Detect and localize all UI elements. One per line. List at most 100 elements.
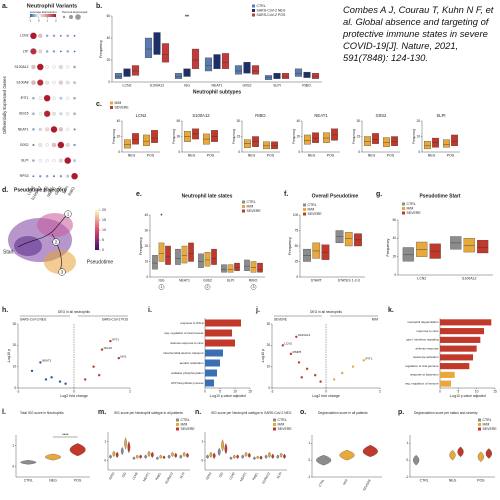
dot: [31, 64, 36, 70]
box: [198, 253, 204, 268]
point: [289, 352, 293, 356]
x-tick-label: G0S2: [243, 83, 252, 87]
x-tick-label: ISG: [42, 185, 49, 193]
cell-cloud: [44, 250, 76, 274]
point: [314, 374, 317, 377]
y-tick-label: 0: [308, 458, 310, 462]
y-tick-label: -1: [307, 475, 310, 479]
axis-label: Frequency: [386, 238, 390, 256]
legend-label: SEVERE: [247, 209, 262, 213]
colorbar-tick-label: 15: [102, 218, 106, 222]
dot: [58, 80, 63, 85]
bar-label: defense response: [416, 346, 439, 350]
dot: [31, 80, 36, 85]
box: [312, 242, 321, 259]
dot: [32, 128, 35, 131]
legend-swatch: [402, 202, 405, 206]
colorbar-tick-label: -1: [29, 18, 32, 22]
panel-label: k.: [388, 307, 394, 314]
y-tick-label: 20: [107, 58, 111, 62]
bar: [440, 319, 492, 326]
box: [161, 43, 170, 63]
legend-swatch: [176, 427, 179, 431]
x-tick-label: 10: [475, 389, 479, 393]
x-tick-label: POS: [147, 153, 155, 157]
chart-title: Overall Pseudotime: [312, 193, 359, 199]
violin: [283, 453, 286, 459]
violin: [264, 454, 268, 459]
box: [451, 134, 458, 146]
x-tick-label: 15: [248, 389, 252, 393]
x-tick-label: 2: [129, 389, 131, 393]
bar-label: type I interferon signaling: [406, 338, 439, 342]
axis-label: Frequency: [112, 129, 116, 144]
box: [364, 136, 371, 146]
bar-label: oxidative phosphorylation: [171, 371, 204, 375]
box: [165, 245, 171, 265]
panel-label: o.: [300, 409, 306, 416]
bar: [205, 329, 232, 337]
state-label: 1: [67, 211, 70, 216]
dot: [59, 34, 62, 37]
violin: [115, 451, 119, 458]
box: [221, 53, 230, 69]
dot: [32, 159, 35, 162]
axis-label: -Log10 p-value adjusted: [449, 394, 485, 398]
gene-label: NEAT1: [18, 127, 29, 131]
point-label: MX1: [120, 354, 127, 358]
x-tick-label: RIBO.: [252, 471, 260, 481]
box: [424, 140, 431, 150]
axis-label: Frequency: [172, 129, 176, 144]
dot: [59, 50, 62, 53]
box: [372, 133, 379, 144]
legend-swatch: [252, 13, 255, 17]
y-tick-label: 0: [178, 150, 180, 154]
box: [124, 139, 131, 149]
y-tick-label: 10: [417, 134, 421, 138]
box: [344, 232, 353, 247]
violin: [174, 452, 178, 458]
dot: [39, 175, 42, 178]
legend-swatch: [273, 418, 276, 422]
box: [175, 248, 181, 265]
y-tick-label: 60: [107, 14, 111, 18]
point: [297, 361, 301, 364]
bar: [205, 369, 217, 377]
point: [64, 382, 67, 385]
y-tick-label: 40: [393, 236, 397, 240]
violin: [186, 452, 189, 458]
violin: [179, 454, 183, 459]
dot: [30, 48, 37, 55]
y-tick-label: 30: [267, 322, 271, 326]
y-tick-label: 30: [237, 119, 241, 123]
colorbar-tick-label: 5: [102, 238, 104, 242]
subplot-title: NEAT1: [314, 113, 328, 118]
axis-label: Frequency: [232, 129, 236, 144]
dot: [58, 158, 63, 163]
dot: [50, 126, 58, 133]
box: [234, 65, 243, 75]
dot: [73, 81, 77, 85]
y-tick-label: 40: [117, 119, 121, 123]
box: [204, 57, 213, 72]
y-tick-label: 20: [117, 134, 121, 138]
violin: [256, 455, 260, 459]
dot: [59, 175, 63, 178]
violin: [229, 456, 233, 460]
y-tick-label: 20: [145, 244, 149, 248]
state-label: 3: [253, 285, 255, 289]
box: [244, 259, 250, 271]
dot: [66, 65, 70, 69]
colorbar-tick-label: 0: [38, 18, 40, 22]
dot: [52, 65, 56, 69]
y-tick-label: 1: [12, 443, 14, 447]
point: [362, 359, 365, 362]
y-tick-label: 30: [145, 228, 149, 232]
dot: [45, 127, 50, 132]
legend-swatch: [252, 4, 255, 8]
panel-label: i.: [148, 307, 152, 314]
gene-label: ISG15: [19, 112, 29, 116]
dot: [38, 112, 42, 116]
